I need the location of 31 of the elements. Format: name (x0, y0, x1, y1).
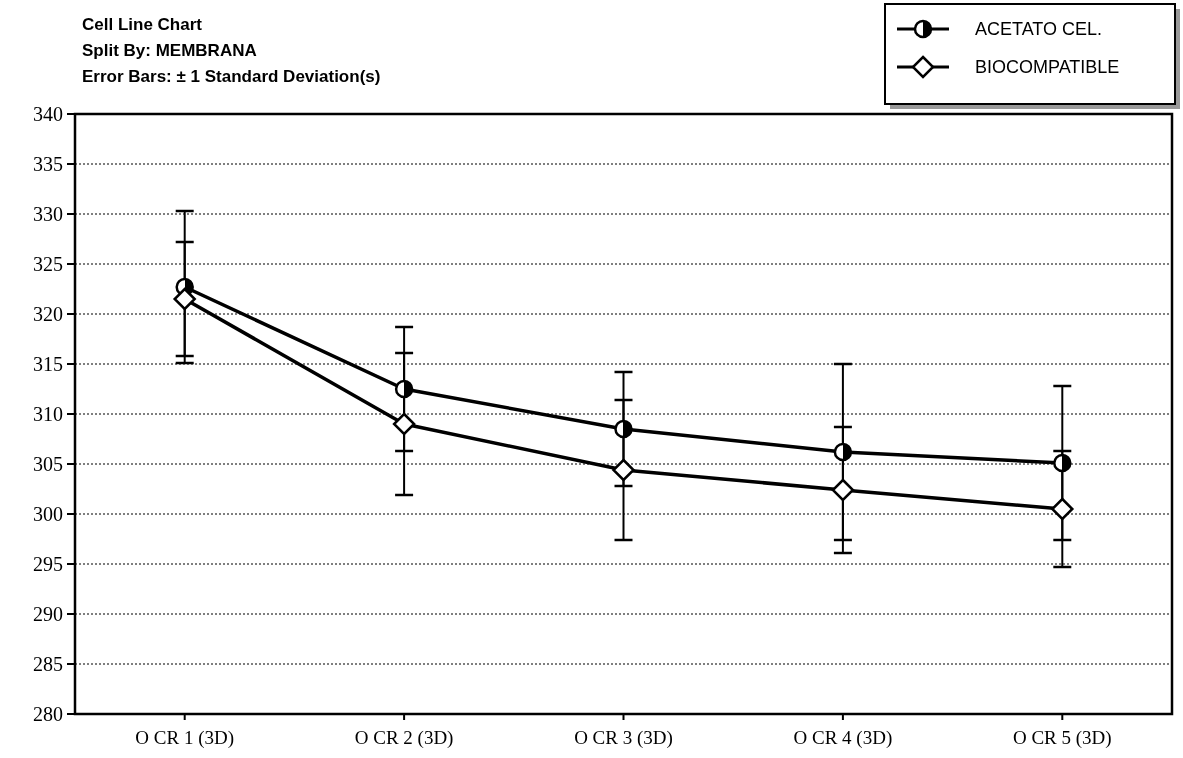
point (831, 478, 855, 502)
point (173, 287, 196, 311)
y-tick-label: 280 (33, 703, 63, 725)
y-tick-label: 305 (33, 453, 63, 475)
point (612, 458, 635, 482)
chart-title: Cell Line Chart (82, 15, 203, 34)
x-tick-label: O CR 4 (3D) (793, 727, 893, 749)
y-tick-label: 310 (33, 403, 63, 425)
x-tick-label: O CR 5 (3D) (1012, 727, 1112, 749)
point (1051, 497, 1074, 521)
y-tick-label: 320 (33, 303, 63, 325)
legend-label: ACETATO CEL. (975, 19, 1103, 40)
y-tick-label: 330 (33, 203, 63, 225)
y-tick-label: 300 (33, 503, 63, 525)
y-tick-label: 325 (33, 253, 63, 275)
y-tick-label: 295 (33, 553, 63, 575)
chart-subtitle: Split By: MEMBRANA Error Bars: ± 1 Standard Deviation(s) (82, 41, 381, 86)
point (614, 419, 633, 439)
point (392, 412, 416, 436)
x-tick-label: O CR 1 (3D) (135, 727, 235, 749)
y-tick-label: 285 (33, 653, 63, 675)
y-tick-label: 315 (33, 353, 63, 375)
legend-label: BIOCOMPATIBLE (975, 57, 1120, 78)
point (394, 379, 414, 399)
y-tick-label: 290 (33, 603, 63, 625)
x-tick-label: O CR 2 (3D) (354, 727, 454, 749)
y-tick-label: 335 (33, 153, 63, 175)
point (833, 442, 853, 462)
x-tick-label: O CR 3 (3D) (574, 727, 673, 749)
y-tick-label: 340 (33, 103, 63, 125)
point (1053, 453, 1072, 473)
